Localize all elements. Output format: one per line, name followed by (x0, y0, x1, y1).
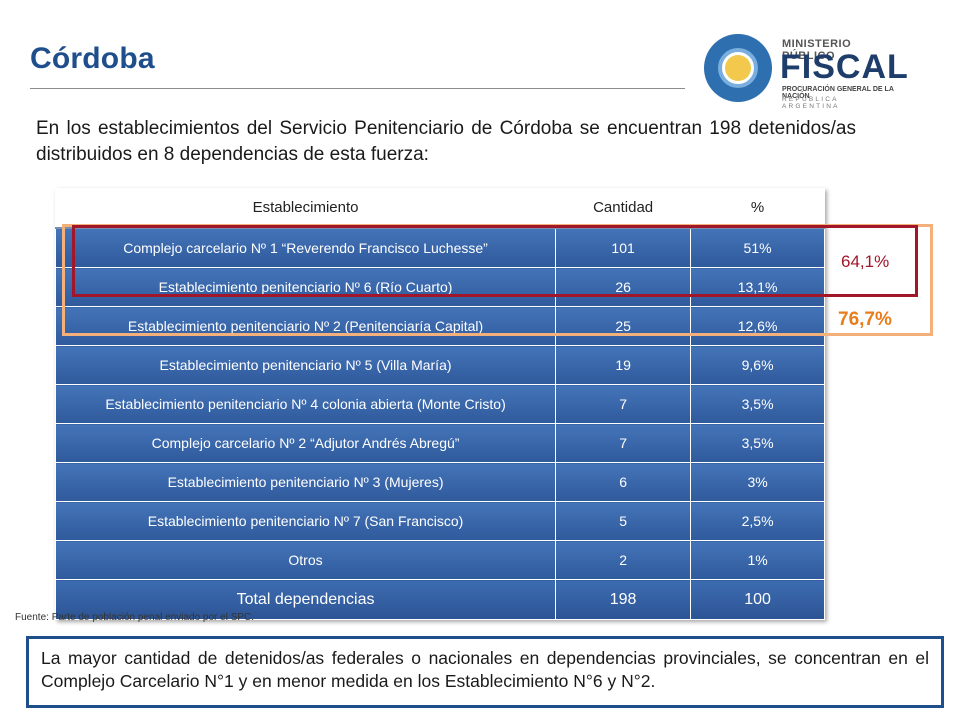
total-cantidad: 198 (555, 579, 692, 620)
header-establecimiento: Establecimiento (55, 188, 556, 229)
table-row: Establecimiento penitenciario Nº 5 (Vill… (54, 345, 825, 385)
cell-percent: 3,5% (690, 423, 825, 463)
ministerio-logo: MINISTERIO PÚBLICO FISCAL PROCURACIÓN GE… (704, 34, 908, 110)
cell-percent: 1% (690, 540, 825, 580)
cell-establecimiento: Complejo carcelario Nº 2 “Adjutor Andrés… (54, 423, 557, 463)
table-row: Establecimiento penitenciario Nº 4 colon… (54, 384, 825, 424)
sun-icon (725, 55, 751, 81)
top2-percent-label: 64,1% (841, 252, 890, 271)
table-row: Establecimiento penitenciario Nº 3 (Muje… (54, 462, 825, 502)
cell-establecimiento: Complejo carcelario Nº 1 “Reverendo Fran… (54, 227, 557, 268)
cell-cantidad: 25 (555, 306, 692, 346)
cell-percent: 51% (690, 227, 825, 268)
cell-percent: 3,5% (690, 384, 825, 424)
table-row: Complejo carcelario Nº 2 “Adjutor Andrés… (54, 423, 825, 463)
header-percent: % (690, 188, 825, 229)
table-row: Establecimiento penitenciario Nº 6 (Río … (54, 267, 825, 307)
cell-percent: 9,6% (690, 345, 825, 385)
cell-cantidad: 5 (555, 501, 692, 541)
highlight-box-top2 (72, 225, 918, 297)
total-label: Total dependencias (54, 579, 557, 620)
cell-cantidad: 6 (555, 462, 692, 502)
cell-establecimiento: Establecimiento penitenciario Nº 7 (San … (54, 501, 557, 541)
cell-cantidad: 26 (555, 267, 692, 307)
page-title: Córdoba (30, 42, 155, 75)
source-note: Fuente: Parte de población penal enviado… (15, 612, 255, 623)
cell-cantidad: 7 (555, 384, 692, 424)
conclusion-box: La mayor cantidad de detenidos/as federa… (26, 636, 944, 708)
logo-line4: REPÚBLICA ARGENTINA (782, 96, 840, 110)
intro-paragraph: En los establecimientos del Servicio Pen… (36, 118, 856, 165)
cell-establecimiento: Establecimiento penitenciario Nº 6 (Río … (54, 267, 557, 307)
table-row: Establecimiento penitenciario Nº 2 (Peni… (54, 306, 825, 346)
cell-cantidad: 2 (555, 540, 692, 580)
cell-cantidad: 7 (555, 423, 692, 463)
cell-percent: 2,5% (690, 501, 825, 541)
establishments-table: Establecimiento Cantidad % Complejo carc… (54, 188, 825, 620)
cell-establecimiento: Establecimiento penitenciario Nº 5 (Vill… (54, 345, 557, 385)
logo-line1: MINISTERIO PÚBLICO (782, 38, 852, 62)
cell-establecimiento: Otros (54, 540, 557, 580)
table-total-row: Total dependencias 198 100 (54, 579, 825, 620)
conclusion-text: La mayor cantidad de detenidos/as federa… (41, 648, 929, 691)
top3-percent-label: 76,7% (838, 309, 892, 330)
cell-establecimiento: Establecimiento penitenciario Nº 3 (Muje… (54, 462, 557, 502)
cell-cantidad: 19 (555, 345, 692, 385)
table-row: Complejo carcelario Nº 1 “Reverendo Fran… (54, 227, 825, 268)
cell-percent: 12,6% (690, 306, 825, 346)
cell-percent: 3% (690, 462, 825, 502)
total-percent: 100 (690, 579, 825, 620)
cell-cantidad: 101 (555, 227, 692, 268)
cell-establecimiento: Establecimiento penitenciario Nº 2 (Peni… (54, 306, 557, 346)
title-divider (30, 88, 685, 89)
table-row: Establecimiento penitenciario Nº 7 (San … (54, 501, 825, 541)
cell-establecimiento: Establecimiento penitenciario Nº 4 colon… (54, 384, 557, 424)
logo-line2: FISCAL (780, 48, 909, 86)
table-row: Otros 2 1% (54, 540, 825, 580)
table-header-row: Establecimiento Cantidad % (55, 188, 825, 229)
header-cantidad: Cantidad (555, 188, 691, 229)
logo-line3: PROCURACIÓN GENERAL DE LA NACIÓN (782, 86, 894, 100)
